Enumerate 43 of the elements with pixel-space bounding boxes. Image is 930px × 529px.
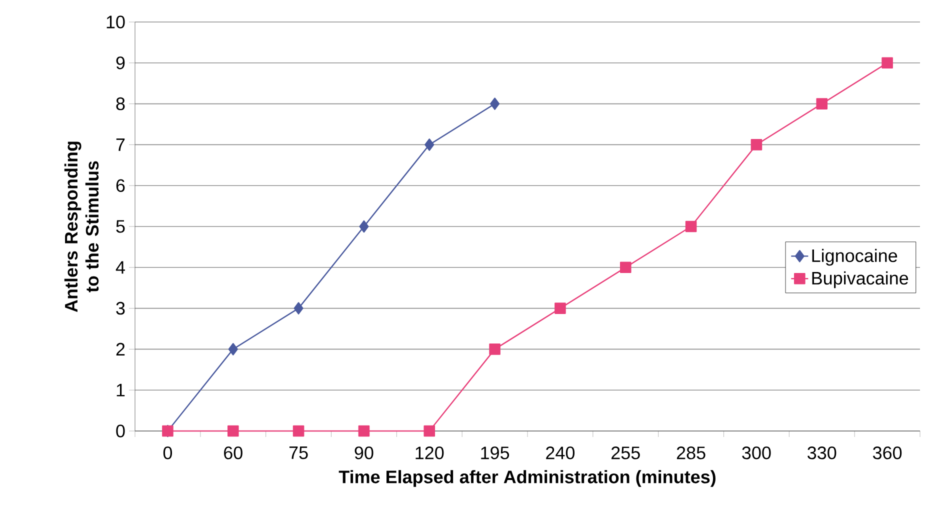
point xyxy=(424,425,436,437)
y-tick-label: 2 xyxy=(116,342,125,356)
point xyxy=(227,425,239,437)
y-tick-label: 10 xyxy=(106,16,125,28)
x-tick-label: 0 xyxy=(163,446,172,460)
point xyxy=(490,98,500,110)
y-tick-label: 0 xyxy=(116,424,125,438)
x-tick-label: 120 xyxy=(416,446,444,460)
point xyxy=(294,302,304,314)
y-tick-label: 1 xyxy=(116,384,125,396)
x-tick-label: 255 xyxy=(612,446,640,460)
point xyxy=(424,138,434,151)
x-tick-label: 75 xyxy=(289,446,308,460)
y-tick-label: 4 xyxy=(116,261,125,274)
point xyxy=(228,343,238,356)
y-tick-label: 3 xyxy=(116,302,125,315)
y-tick-label: 9 xyxy=(116,56,125,70)
x-tick-label: 285 xyxy=(676,446,706,460)
point xyxy=(620,262,632,274)
point xyxy=(292,425,304,437)
x-tick-label: 60 xyxy=(224,446,242,460)
y-tick-label: 5 xyxy=(116,220,125,233)
point xyxy=(882,57,893,69)
point xyxy=(359,220,369,233)
y-tick-label: 8 xyxy=(116,97,125,110)
legend-label: Lignocaine xyxy=(812,248,898,266)
x-tick-label: 360 xyxy=(872,446,902,460)
point xyxy=(816,98,828,110)
x-tick-label: 90 xyxy=(354,446,374,460)
x-tick-label: 195 xyxy=(481,446,510,460)
y-tick-label: 7 xyxy=(116,138,125,151)
y-axis-title: Antlers Responding to the Stimulus xyxy=(64,142,99,312)
point xyxy=(489,344,500,355)
point xyxy=(554,302,566,314)
x-tick-label: 300 xyxy=(742,446,771,460)
point xyxy=(685,220,697,232)
x-axis-title: Time Elapsed after Administration (minutes) xyxy=(338,470,716,487)
y-tick-label: 6 xyxy=(116,179,125,192)
legend-label: Bupivacaine xyxy=(812,271,908,288)
x-tick-label: 330 xyxy=(808,446,836,460)
point xyxy=(358,425,370,437)
x-tick-label: 240 xyxy=(546,446,575,460)
point xyxy=(750,139,762,150)
